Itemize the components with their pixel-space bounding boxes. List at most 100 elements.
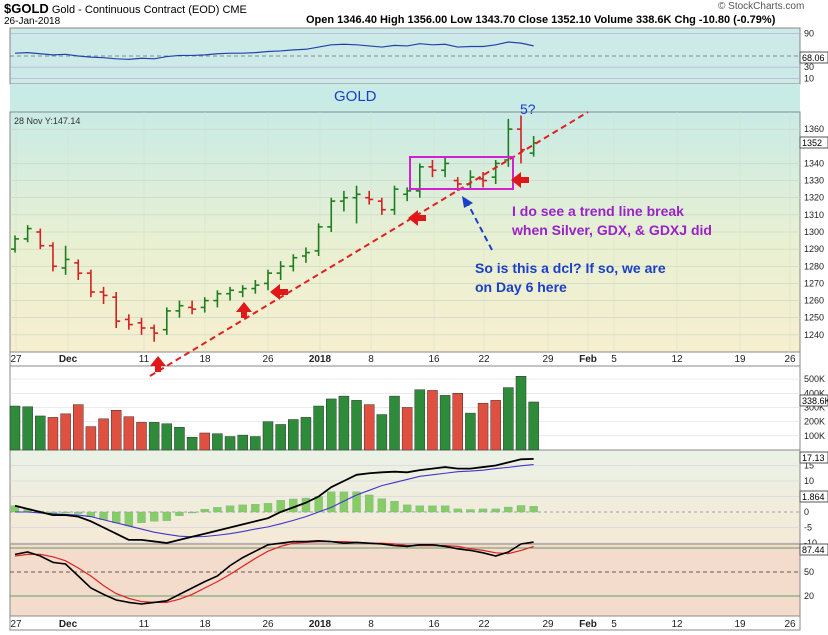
volume-bar: [60, 413, 71, 451]
price-bar: [99, 286, 108, 304]
x-tick-label: Feb: [579, 619, 597, 630]
volume-tick: 400K: [804, 388, 825, 398]
volume-bar: [300, 417, 312, 451]
price-bar: [327, 197, 336, 232]
x-tick-label: 29: [542, 619, 554, 630]
macd-hist-bar: [263, 503, 273, 513]
x-tick-label: 16: [428, 619, 440, 630]
price-bar: [365, 190, 374, 205]
macd-hist-bar: [339, 491, 349, 513]
price-bar: [428, 160, 437, 178]
macd-last-value: 17.13: [802, 453, 825, 463]
volume-bar: [47, 417, 59, 451]
x-tick-label: 12: [671, 619, 683, 630]
volume-bar: [275, 424, 286, 451]
x-tick-label: 19: [734, 619, 746, 630]
volume-last-value: 338.6K: [802, 396, 828, 406]
stoch-tick: 20: [804, 591, 814, 601]
price-bar: [74, 259, 83, 280]
stoch-lines: [14, 539, 534, 605]
price-bar: [251, 280, 260, 294]
price-bar: [276, 261, 285, 280]
ohlc-readout: Open 1346.40 High 1356.00 Low 1343.70 Cl…: [306, 14, 776, 26]
price-tick: 1260: [804, 296, 824, 306]
price-bar: [61, 245, 70, 275]
purple-annotation-1: I do see a trend line break: [512, 203, 684, 219]
macd-hist-bar: [491, 508, 500, 513]
x-tick-label: 11: [139, 354, 150, 365]
volume-bar: [199, 432, 210, 451]
volume-bar: [363, 404, 375, 451]
x-tick-label: 12: [671, 354, 683, 365]
x-tick-label: 26: [262, 354, 274, 365]
volume-bar: [528, 401, 539, 451]
y-axis-ticks: 9050301013601340133013201310130012901280…: [804, 29, 825, 601]
volume-tick: 500K: [804, 374, 825, 384]
volume-bar: [515, 376, 527, 451]
stoch-panel: [9, 543, 801, 617]
macd-hist-bar: [390, 500, 399, 513]
macd-hist-bar: [352, 491, 361, 513]
volume-bar: [212, 433, 223, 451]
x-tick-label: 27: [10, 619, 22, 630]
price-bar: [175, 300, 184, 318]
volume-bar: [148, 422, 160, 451]
price-bar: [403, 187, 412, 202]
macd-hist-bar: [48, 511, 58, 514]
price-tick: 1250: [804, 313, 824, 323]
price-bar: [390, 185, 399, 215]
x-tick-label: 18: [199, 354, 211, 365]
rsi-last-value: 68.06: [802, 53, 825, 63]
consolidation-box: [409, 156, 514, 190]
x-tick-label: Feb: [579, 354, 597, 365]
volume-bar: [85, 426, 97, 451]
price-tick: 1270: [804, 278, 824, 288]
macd-hist-bar: [61, 511, 70, 514]
x-tick-label: 18: [199, 619, 211, 630]
price-bar: [301, 247, 310, 263]
arrow-left-1: [270, 284, 288, 300]
volume-bar: [439, 395, 451, 451]
macd-signal-series: [15, 464, 534, 538]
x-tick-label: Dec: [59, 619, 78, 630]
macd-tick: 15: [804, 461, 814, 471]
macd-hist-bar: [251, 504, 260, 513]
x-tick-label: Dec: [59, 354, 78, 365]
price-bar: [150, 324, 159, 342]
macd-series: [14, 457, 534, 544]
price-bar: [479, 172, 488, 188]
gold-label: GOLD: [334, 88, 377, 105]
x-tick-label: 5: [611, 619, 617, 630]
price-bar: [124, 314, 133, 330]
volume-bar: [389, 395, 400, 451]
red-arrows: [150, 172, 529, 372]
blue-arrow-line: [467, 203, 493, 251]
volume-bar: [73, 404, 84, 451]
macd-hist-bar: [516, 505, 526, 513]
x-tick-label: 22: [478, 619, 490, 630]
volume-bar: [313, 405, 324, 451]
macd-hist-bar: [124, 511, 133, 527]
price-bar: [415, 163, 424, 198]
macd-hist-bar: [428, 505, 437, 513]
x-tick-label: 2018: [309, 619, 332, 630]
price-bar: [48, 242, 57, 272]
macd-hist-bar: [415, 505, 424, 513]
macd-tick: 10: [804, 476, 814, 486]
price-bars: [11, 115, 538, 342]
price-bar: [188, 300, 197, 315]
macd-tick: 0: [804, 507, 809, 517]
macd-hist-bar: [225, 505, 235, 513]
blue-arrow-head: [462, 196, 473, 208]
x-tick-label: 26: [784, 354, 796, 365]
price-bar: [213, 290, 222, 308]
macd-hist-bar: [377, 498, 387, 513]
volume-bar: [490, 400, 501, 451]
volume-tick: 200K: [804, 417, 825, 427]
macd-tick: -10: [804, 538, 817, 548]
volume-bar: [376, 414, 388, 451]
macd-hist-bar: [149, 511, 159, 522]
macd-hist-bar: [453, 508, 462, 513]
macd-tick: -5: [804, 523, 812, 533]
